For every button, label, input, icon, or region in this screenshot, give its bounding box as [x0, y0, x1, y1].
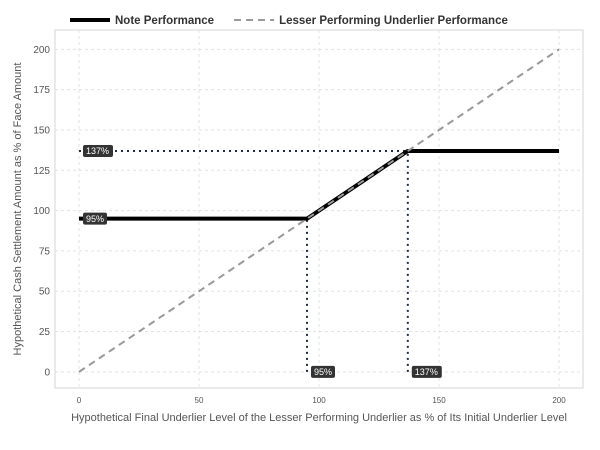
- y-axis-title: Hypothetical Cash Settlement Amount as %…: [12, 63, 24, 356]
- x-tick-label: 150: [432, 396, 446, 405]
- callout-box: [83, 212, 107, 225]
- callout-label: 137%: [83, 144, 113, 157]
- legend-label: Lesser Performing Underlier Performance: [279, 15, 508, 27]
- callout-box: [311, 365, 335, 378]
- y-tick-label: 100: [33, 206, 50, 217]
- x-tick-label: 200: [552, 396, 566, 405]
- y-tick-label: 50: [39, 287, 51, 298]
- legend: Note Performance Lesser Performing Underl…: [70, 15, 508, 27]
- y-tick-label: 150: [33, 125, 50, 136]
- x-tick-label: 0: [77, 396, 82, 405]
- callout-box: [411, 365, 442, 378]
- y-tick-label: 175: [33, 85, 50, 96]
- callout-label: 95%: [83, 212, 107, 225]
- x-tick-label: 100: [312, 396, 326, 405]
- callout-text: 95%: [86, 214, 104, 224]
- note-performance-line: [79, 148, 559, 221]
- y-tick-label: 0: [44, 367, 50, 378]
- underlier-performance-line: [78, 48, 560, 373]
- callout-text: 137%: [415, 367, 438, 377]
- y-tick-label: 200: [33, 45, 50, 56]
- callout-text: 95%: [314, 367, 332, 377]
- y-tick-label: 25: [39, 327, 51, 338]
- value-callouts: 137% 95% 95% 137%: [83, 144, 442, 378]
- x-axis-title: Hypothetical Final Underlier Level of th…: [71, 412, 567, 424]
- x-tick-label: 50: [195, 396, 204, 405]
- legend-label: Note Performance: [115, 15, 214, 27]
- callout-label: 137%: [411, 365, 442, 378]
- series-lines: [78, 48, 560, 373]
- y-tick-label: 75: [39, 246, 51, 257]
- y-tick-label: 125: [33, 166, 50, 177]
- callout-box: [83, 144, 113, 157]
- callout-text: 137%: [86, 146, 109, 156]
- callout-label: 95%: [311, 365, 335, 378]
- tick-labels: 0 50 100 150 200 0 25 50 75 100 125 150 175 200: [33, 45, 566, 405]
